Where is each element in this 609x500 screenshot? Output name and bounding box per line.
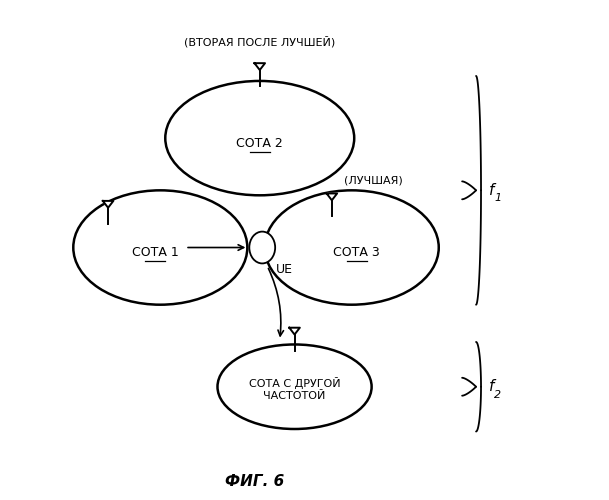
Ellipse shape xyxy=(217,344,371,429)
Ellipse shape xyxy=(165,81,354,196)
Text: (ВТОРАЯ ПОСЛЕ ЛУЧШЕЙ): (ВТОРАЯ ПОСЛЕ ЛУЧШЕЙ) xyxy=(184,36,336,48)
Polygon shape xyxy=(289,328,300,334)
Text: UE: UE xyxy=(276,264,293,276)
Text: 1: 1 xyxy=(495,194,502,203)
Text: ЧАСТОТОЙ: ЧАСТОТОЙ xyxy=(263,390,326,400)
Text: f: f xyxy=(488,183,494,198)
Text: ФИГ. 6: ФИГ. 6 xyxy=(225,474,284,488)
Text: 2: 2 xyxy=(495,390,502,400)
Polygon shape xyxy=(255,63,265,70)
Ellipse shape xyxy=(73,190,247,304)
Text: СОТА 3: СОТА 3 xyxy=(333,246,380,259)
Text: СОТА 2: СОТА 2 xyxy=(236,136,283,149)
Text: (ЛУЧШАЯ): (ЛУЧШАЯ) xyxy=(344,176,403,186)
Ellipse shape xyxy=(249,232,275,264)
Text: СОТА 1: СОТА 1 xyxy=(132,246,178,259)
Ellipse shape xyxy=(265,190,438,304)
Text: СОТА С ДРУГОЙ: СОТА С ДРУГОЙ xyxy=(248,376,340,389)
Polygon shape xyxy=(103,201,113,207)
Polygon shape xyxy=(326,194,337,200)
Text: f: f xyxy=(488,379,494,394)
